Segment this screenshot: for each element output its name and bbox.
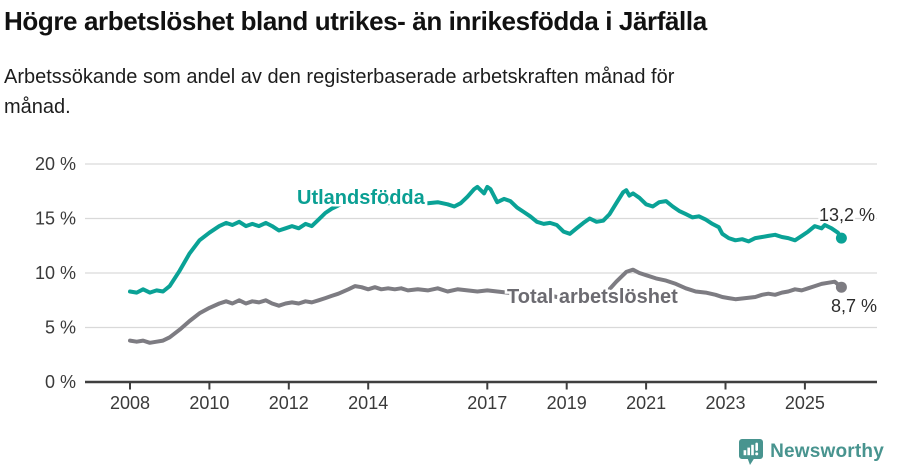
newsworthy-bubble-chart-icon xyxy=(739,439,764,465)
y-tick-label: 10 % xyxy=(35,263,76,283)
series-label-utlandsfodda: Utlandsfödda xyxy=(297,187,426,209)
end-value-label-total: 8,7 % xyxy=(831,296,877,316)
x-tick-label: 2010 xyxy=(189,393,229,413)
x-tick-label: 2023 xyxy=(705,393,745,413)
chart-subtitle: Arbetssökande som andel av den registerb… xyxy=(4,66,675,118)
x-tick-label: 2021 xyxy=(626,393,666,413)
end-value-label-utlandsfodda: 13,2 % xyxy=(819,205,875,225)
series-end-dot-utlandsfodda xyxy=(835,232,847,244)
x-tick-label: 2008 xyxy=(110,393,150,413)
series-end-dot-total xyxy=(835,281,847,293)
series-line-utlandsfodda xyxy=(128,184,844,295)
y-tick-label: 20 % xyxy=(35,154,76,174)
newsworthy-wordmark: Newsworthy xyxy=(770,441,884,462)
y-tick-label: 0 % xyxy=(45,372,76,392)
x-tick-label: 2012 xyxy=(269,393,309,413)
y-tick-label: 15 % xyxy=(35,209,76,229)
x-tick-label: 2014 xyxy=(348,393,388,413)
y-tick-label: 5 % xyxy=(45,318,76,338)
line-chart: 0 % 5 % 10 % 15 % 20 % 2008 2010 2012 2014 2017 20… xyxy=(35,154,879,413)
series-line-total xyxy=(128,267,844,345)
x-tick-label: 2025 xyxy=(785,393,825,413)
newsworthy-logo: Newsworthy xyxy=(739,438,884,466)
x-tick-label: 2019 xyxy=(547,393,587,413)
chart-title: Högre arbetslöshet bland utrikes- än inr… xyxy=(4,6,707,36)
x-tick-label: 2017 xyxy=(467,393,507,413)
series-label-total: Total arbetslöshet xyxy=(507,286,678,308)
